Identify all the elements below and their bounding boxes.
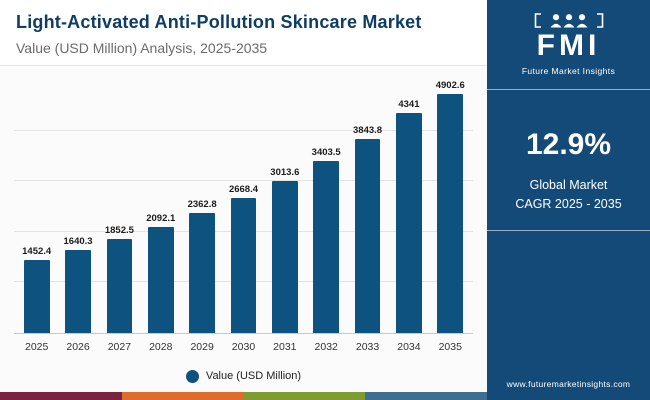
header: Light-Activated Anti-Pollution Skincare … [0, 0, 487, 66]
x-axis-label: 2028 [149, 341, 173, 353]
cagr-label-line2: CAGR 2025 - 2035 [515, 196, 622, 211]
page-title: Light-Activated Anti-Pollution Skincare … [16, 12, 422, 32]
x-axis-label: 2029 [190, 341, 214, 353]
footer-strip-segment [243, 392, 366, 400]
x-axis-label: 2035 [438, 341, 462, 353]
x-axis-label: 2030 [231, 341, 256, 353]
bar-column: 1452.4 [16, 80, 57, 333]
bar-value-label: 4902.6 [435, 80, 465, 91]
cagr-label: Global Market CAGR 2025 - 2035 [515, 176, 621, 215]
plot-area: 1452.4 1640.3 1852.5 2092.1 2362.8 2668.4 3013… [14, 80, 473, 334]
people-icons-svg [534, 13, 603, 28]
bar-column: 2092.1 [140, 80, 181, 333]
bar [396, 113, 422, 333]
x-axis-labels: 2025 2026 2027 2028 2029 2030 2031 2032 2033 2034… [14, 334, 473, 360]
footer-strip-segment [0, 392, 122, 400]
sidebar-divider [487, 230, 650, 232]
bar [354, 138, 381, 333]
bar [106, 239, 133, 333]
bar-value-label: 2668.4 [228, 183, 258, 195]
people-icons [522, 12, 615, 30]
bar [65, 250, 91, 333]
page-subtitle: Value (USD Million) Analysis, 2025-2035 [16, 40, 268, 56]
bar-value-label: 1452.4 [22, 245, 52, 257]
main-column: Light-Activated Anti-Pollution Skincare … [0, 0, 487, 400]
fmi-logo: FMI Future Market Insights [522, 0, 615, 76]
legend-label: Value (USD Million) [205, 370, 302, 382]
bar [23, 259, 50, 333]
chart-legend: Value (USD Million) [14, 360, 473, 392]
website-url: www.futuremarketinsights.com [506, 379, 631, 389]
brand-sidebar: FMI Future Market Insights 12.9% Global … [487, 0, 650, 400]
logo-text: FMI [536, 29, 601, 62]
bar-column: 4902.6 [430, 80, 471, 333]
gridline [14, 180, 473, 182]
bar [230, 197, 257, 333]
bar [272, 180, 298, 333]
x-axis-label: 2034 [397, 341, 421, 353]
bar-column: 3843.8 [347, 80, 388, 333]
bar-column: 3403.5 [306, 80, 347, 333]
bar-value-label: 3843.8 [353, 124, 383, 136]
bar-value-label: 1640.3 [63, 236, 93, 248]
x-axis-label: 2033 [355, 341, 380, 353]
legend-dot-icon [185, 369, 199, 383]
bar [313, 160, 340, 333]
bar-chart: 1452.4 1640.3 1852.5 2092.1 2362.8 2668.4 3013… [0, 66, 487, 392]
footer-strip [0, 392, 487, 400]
bar-value-label: 4341 [398, 99, 420, 111]
x-axis-label: 2027 [107, 341, 132, 353]
x-axis-label: 2031 [273, 341, 297, 353]
sidebar-divider [487, 88, 650, 90]
bar-column: 1640.3 [57, 80, 98, 333]
cagr-label-line1: Global Market [529, 177, 608, 192]
bar [147, 227, 174, 333]
cagr-value: 12.9% [525, 127, 612, 161]
x-axis-label: 2026 [66, 341, 90, 353]
bar-value-label: 3403.5 [311, 146, 341, 158]
bar-value-label: 2362.8 [187, 199, 217, 211]
bar-column: 1852.5 [99, 80, 140, 333]
footer-strip-segment [121, 392, 244, 400]
x-axis-label: 2032 [314, 341, 338, 353]
bar [189, 213, 215, 333]
bar-column: 2362.8 [181, 80, 222, 333]
bar-value-label: 1852.5 [104, 225, 134, 237]
bar [437, 94, 464, 333]
footer-strip-segment [365, 392, 487, 400]
logo-caption: Future Market Insights [521, 65, 616, 76]
bar-column: 3013.6 [264, 80, 305, 333]
bar-column: 2668.4 [223, 80, 264, 333]
bar-value-label: 2092.1 [146, 213, 176, 225]
x-axis-label: 2025 [25, 341, 49, 353]
gridline [14, 129, 473, 131]
bar-column: 4341 [388, 80, 429, 333]
bar-value-label: 3013.6 [270, 166, 300, 178]
